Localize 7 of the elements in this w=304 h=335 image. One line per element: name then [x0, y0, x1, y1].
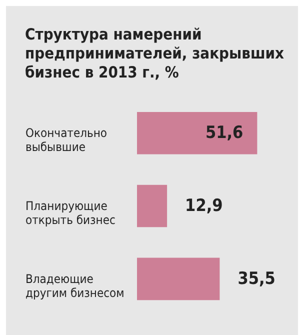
chart-title: Структура намерений предпринимателей, закрывших бизнес в 2013 г., % [25, 26, 284, 82]
y-tick-label: Окончательно выбывшие [26, 126, 108, 154]
y-tick-label: Планирующие открыть бизнес [26, 199, 116, 227]
data-label: 51,6 [205, 123, 244, 144]
data-label: 35,5 [238, 268, 276, 289]
y-tick-label: Владеющие другим бизнесом [26, 272, 124, 300]
data-label: 12,9 [185, 196, 223, 216]
